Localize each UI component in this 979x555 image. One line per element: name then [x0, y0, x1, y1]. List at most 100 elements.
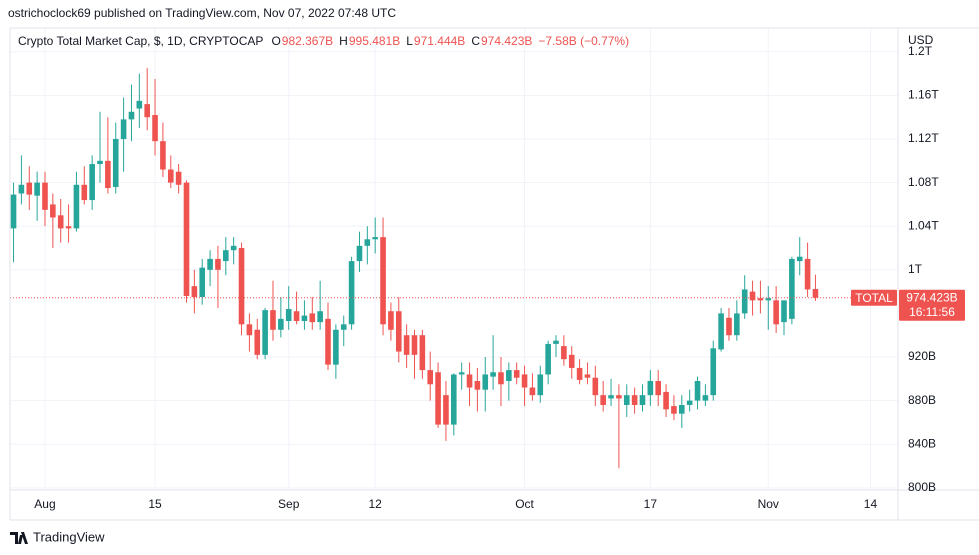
publisher: ostrichoclock69 published on TradingView…	[8, 6, 396, 20]
candle-body	[301, 315, 308, 322]
candle-body	[647, 380, 654, 396]
candle-body	[128, 111, 135, 120]
candle-body	[710, 348, 717, 396]
candles	[10, 68, 819, 469]
candle-body	[65, 226, 72, 229]
logo	[10, 532, 28, 544]
x-tick-label: 15	[148, 497, 162, 511]
candle-body	[435, 372, 441, 425]
candle-body	[474, 380, 481, 390]
price-label: 974.423B	[906, 290, 957, 304]
candle-body	[498, 372, 504, 385]
candle-body	[309, 313, 316, 323]
legend-key: L	[406, 34, 413, 48]
candle-body	[545, 343, 551, 375]
x-tick-label: Nov	[758, 497, 779, 511]
candle-body	[380, 237, 386, 325]
candle-body	[364, 239, 371, 246]
candle-body	[600, 395, 606, 405]
candle-body	[223, 250, 229, 262]
y-tick-label: 800B	[908, 480, 936, 494]
price-label-bg	[899, 289, 965, 321]
candle-body	[804, 258, 811, 290]
candle-body	[796, 256, 803, 262]
candle-body	[655, 380, 662, 396]
candle-body	[199, 267, 206, 298]
candle-body	[443, 395, 449, 425]
candle-body	[529, 387, 536, 396]
y-tick-label: 1.2T	[908, 44, 933, 58]
candle-body	[317, 311, 323, 323]
candle-body	[285, 309, 292, 322]
candle-body	[372, 237, 378, 240]
candle-body	[57, 215, 64, 229]
candle-body	[726, 317, 732, 336]
candle-body	[105, 160, 111, 189]
candle-body	[686, 400, 693, 405]
currency: USD	[908, 33, 934, 47]
candle-body	[175, 171, 182, 185]
candle-body	[254, 329, 261, 355]
legend-key: C	[471, 34, 480, 48]
candle-body	[120, 119, 127, 140]
candle-body	[741, 289, 748, 314]
candle-body	[419, 335, 426, 371]
candle-body	[678, 404, 685, 414]
candle-body	[592, 377, 599, 396]
candle-body	[671, 406, 677, 414]
candle-body	[152, 115, 158, 142]
candle-body	[348, 261, 355, 325]
candle-body	[639, 395, 646, 405]
candle-body	[246, 324, 253, 336]
candle-body	[50, 204, 56, 218]
candle-body	[623, 395, 630, 405]
candle-body	[73, 184, 80, 229]
candle-body	[97, 160, 103, 165]
candle-body	[757, 298, 764, 301]
candle-body	[215, 258, 221, 270]
candle-body	[26, 182, 33, 195]
candle-body	[466, 374, 473, 388]
legend-key: H	[339, 34, 348, 48]
candle-body	[293, 311, 300, 322]
series-label: TOTAL	[855, 291, 893, 305]
x-tick-label: 14	[864, 497, 878, 511]
footer-brand: TradingView	[33, 529, 105, 544]
candle-body	[42, 182, 48, 210]
candle-body	[631, 395, 638, 405]
candle-body	[608, 395, 614, 399]
candle-body	[718, 313, 724, 350]
y-tick-label: 1T	[908, 262, 923, 276]
candle-body	[576, 367, 583, 380]
x-tick-label: 12	[369, 497, 383, 511]
candle-body	[781, 300, 787, 323]
candle-body	[81, 184, 88, 201]
legend-name: Crypto Total Market Cap, $, 1D, CRYPTOCA…	[18, 34, 263, 48]
candle-body	[270, 310, 276, 330]
candle-body	[230, 245, 237, 251]
candle-body	[207, 258, 213, 270]
candle-body	[451, 374, 457, 425]
candle-body	[167, 169, 174, 183]
candle-body	[749, 291, 756, 301]
candle-body	[411, 335, 418, 355]
x-tick-label: Oct	[515, 497, 534, 511]
y-tick-label: 840B	[908, 436, 936, 450]
candle-body	[513, 370, 520, 378]
candle-body	[482, 374, 489, 390]
candle-body	[568, 354, 575, 368]
candle-body	[694, 380, 701, 401]
candle-body	[388, 311, 394, 330]
y-tick-label: 880B	[908, 393, 936, 407]
candle-body	[616, 395, 622, 399]
candle-body	[262, 310, 268, 355]
legend-change: −7.58B (−0.77%)	[538, 34, 629, 48]
candle-body	[325, 318, 331, 365]
y-tick-label: 1.12T	[908, 131, 939, 145]
legend-value: 971.444B	[414, 34, 465, 48]
candle-body	[10, 194, 17, 229]
candle-body	[490, 372, 496, 377]
candle-body	[521, 374, 528, 388]
